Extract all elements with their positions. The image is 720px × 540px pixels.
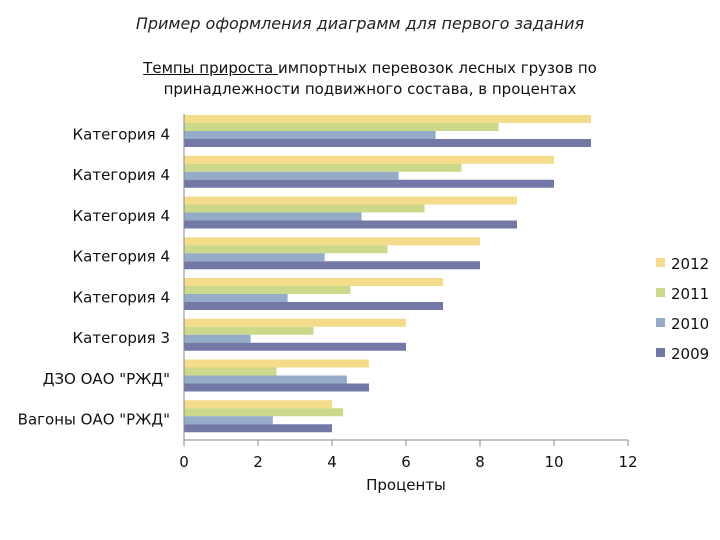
chart-title-line1: импортных перевозок лесных грузов по [278, 59, 597, 77]
legend-label-2009: 2009 [671, 345, 709, 363]
legend-swatch-2012 [656, 258, 665, 267]
page-caption: Пример оформления диаграмм для первого з… [135, 14, 585, 33]
bar-2010-1 [184, 375, 347, 384]
bar-2012-2 [184, 318, 406, 327]
chart-title-line2: принадлежности подвижного состава, в про… [163, 80, 577, 98]
category-label-3: Категория 4 [73, 288, 170, 306]
bar-2010-7 [184, 131, 436, 139]
bar-2009-4 [184, 261, 480, 270]
x-tick-label-3: 6 [401, 453, 411, 471]
category-label-2: Категория 3 [73, 329, 170, 347]
x-tick-label-0: 0 [179, 453, 189, 471]
bar-2011-0 [184, 408, 344, 417]
x-tick-label-4: 8 [475, 453, 485, 471]
bar-2009-0 [184, 424, 332, 433]
category-label-0: Вагоны ОАО "РЖД" [18, 411, 170, 429]
chart-title: Темпы прироста импортных перевозок лесны… [90, 58, 650, 100]
bar-2009-3 [184, 302, 443, 310]
bar-2011-5 [184, 204, 425, 213]
bar-2009-7 [184, 139, 591, 147]
bar-2009-6 [184, 179, 554, 188]
bar-2011-4 [184, 245, 388, 254]
bar-2011-2 [184, 326, 314, 335]
bar-2012-4 [184, 237, 480, 246]
bar-2012-5 [184, 196, 517, 205]
legend-swatch-2009 [656, 348, 665, 357]
x-axis-title: Проценты [366, 476, 446, 494]
x-tick-label-5: 10 [544, 453, 563, 471]
bar-2012-6 [184, 155, 554, 164]
legend-swatch-2010 [656, 318, 665, 327]
bar-2010-2 [184, 334, 251, 343]
bar-2009-1 [184, 383, 369, 392]
legend-label-2011: 2011 [671, 285, 709, 303]
bar-2012-0 [184, 400, 332, 409]
bar-2010-6 [184, 171, 399, 180]
bar-2011-1 [184, 367, 277, 376]
bar-2012-3 [184, 278, 443, 286]
bar-2010-0 [184, 416, 273, 425]
bar-2010-5 [184, 212, 362, 221]
category-label-5: Категория 4 [73, 207, 170, 225]
x-tick-label-6: 12 [618, 453, 637, 471]
bar-2011-3 [184, 286, 351, 294]
bar-2010-4 [184, 253, 325, 262]
bar-2009-5 [184, 220, 517, 229]
legend-swatch-2011 [656, 288, 665, 297]
category-label-1: ДЗО ОАО "РЖД" [43, 370, 170, 388]
x-tick-label-2: 4 [327, 453, 337, 471]
chart-title-underlined: Темпы прироста [143, 59, 279, 77]
legend-label-2010: 2010 [671, 315, 709, 333]
x-tick-label-1: 2 [253, 453, 263, 471]
bar-2012-7 [184, 115, 591, 123]
category-label-6: Категория 4 [73, 166, 170, 184]
bar-2010-3 [184, 294, 288, 302]
legend-label-2012: 2012 [671, 255, 709, 273]
category-label-7: Категория 4 [73, 125, 170, 143]
bar-2011-6 [184, 163, 462, 172]
bar-2012-1 [184, 359, 369, 368]
bar-2011-7 [184, 123, 499, 131]
bar-2009-2 [184, 342, 406, 351]
category-label-4: Категория 4 [73, 248, 170, 266]
